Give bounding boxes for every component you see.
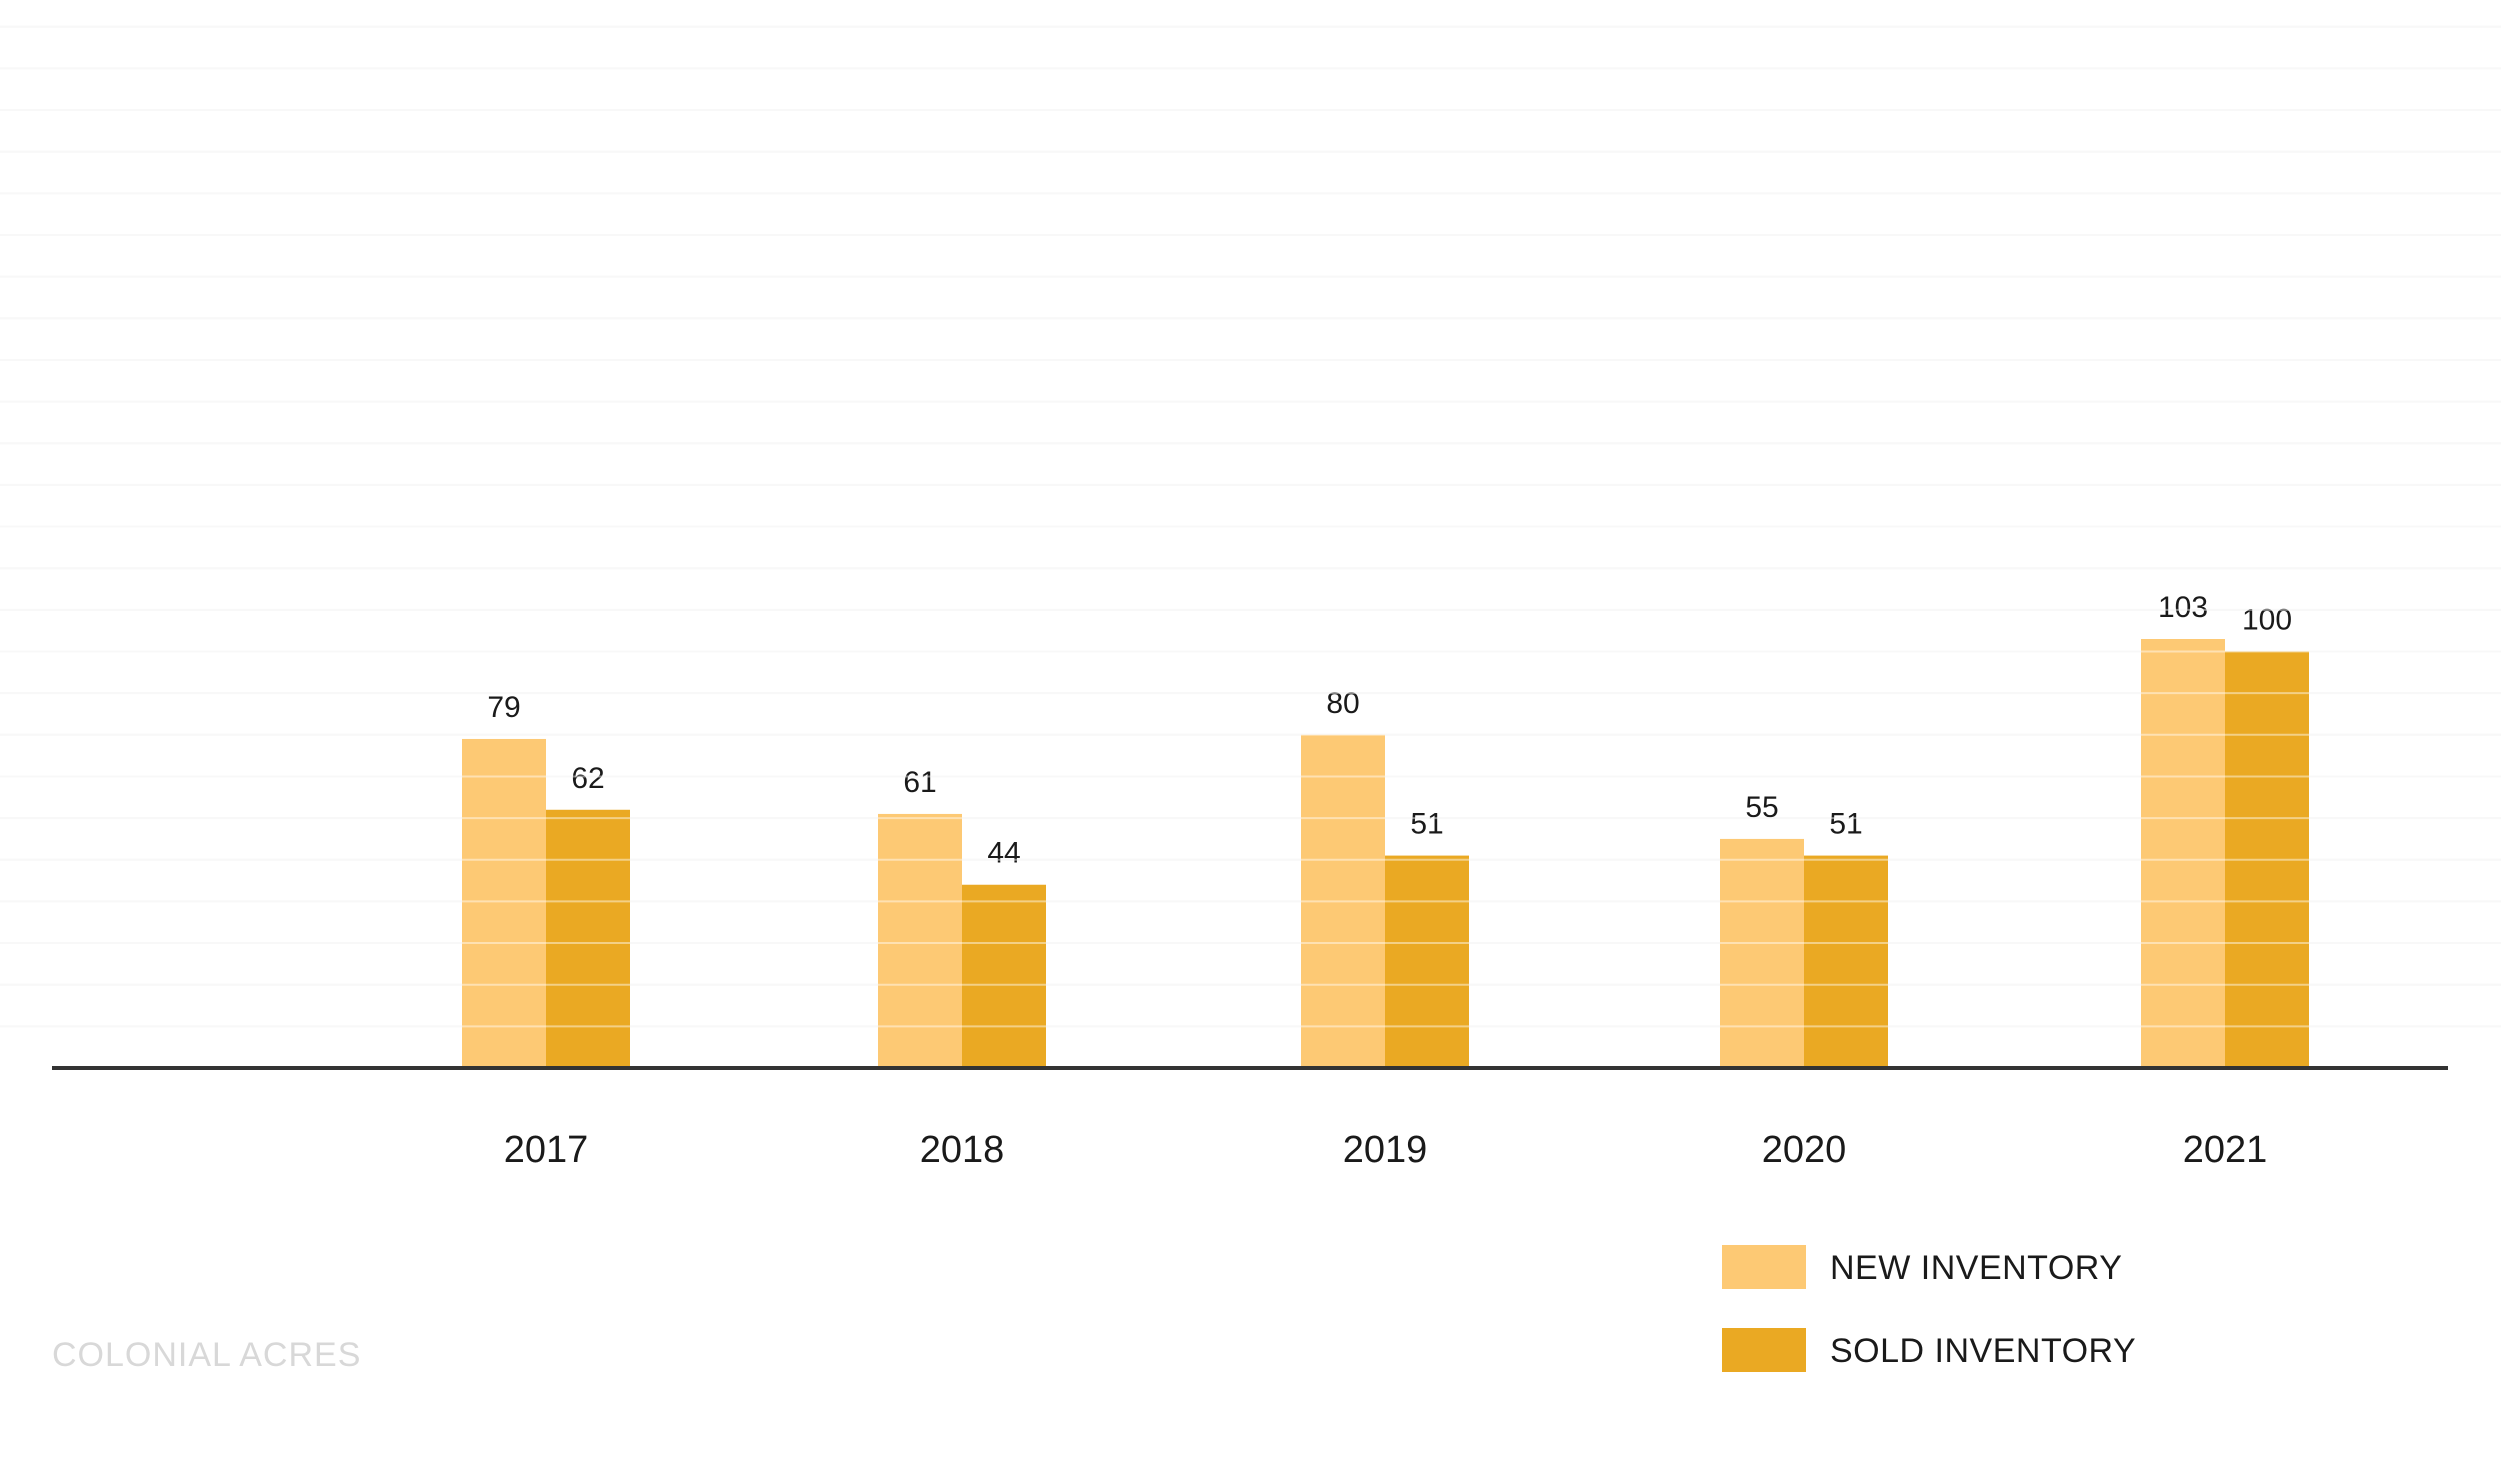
- bar: [2225, 651, 2309, 1068]
- series-0: 79 61 80 55 103: [462, 591, 2225, 1068]
- data-label: 44: [987, 837, 1020, 870]
- bar: [1301, 734, 1385, 1068]
- data-label: 51: [1829, 808, 1862, 841]
- bar-gridlines: [0, 25, 2501, 1028]
- bar: [546, 809, 630, 1068]
- data-label: 100: [2242, 604, 2292, 637]
- legend-swatch-sold-inventory: [1722, 1328, 1806, 1372]
- bar: [462, 738, 546, 1068]
- bar: [878, 813, 962, 1068]
- x-tick-label: 2019: [1343, 1129, 1428, 1171]
- x-tick-label: 2017: [504, 1129, 589, 1171]
- x-tick-label: 2020: [1762, 1129, 1847, 1171]
- data-label: 79: [487, 691, 520, 724]
- data-label: 51: [1410, 808, 1443, 841]
- data-label: 103: [2158, 591, 2208, 624]
- bar: [2141, 639, 2225, 1068]
- legend-label-sold-inventory: SOLD INVENTORY: [1830, 1332, 2137, 1370]
- data-label: 80: [1326, 687, 1359, 720]
- gridlines: [0, 25, 2501, 1028]
- legend-swatch-new-inventory: [1722, 1245, 1806, 1289]
- footer-brand: COLONIAL ACRES: [52, 1336, 362, 1374]
- data-label: 61: [903, 766, 936, 799]
- x-tick-label: 2018: [920, 1129, 1005, 1171]
- bar: [1720, 838, 1804, 1068]
- bar: [1804, 855, 1888, 1068]
- legend-label-new-inventory: NEW INVENTORY: [1830, 1249, 2123, 1287]
- x-tick-label: 2021: [2183, 1129, 2268, 1171]
- data-label: 62: [571, 762, 604, 795]
- bar: [1385, 855, 1469, 1068]
- bar: [962, 884, 1046, 1068]
- data-label: 55: [1745, 791, 1778, 824]
- series-1: 62 44 51 51 100: [546, 604, 2309, 1068]
